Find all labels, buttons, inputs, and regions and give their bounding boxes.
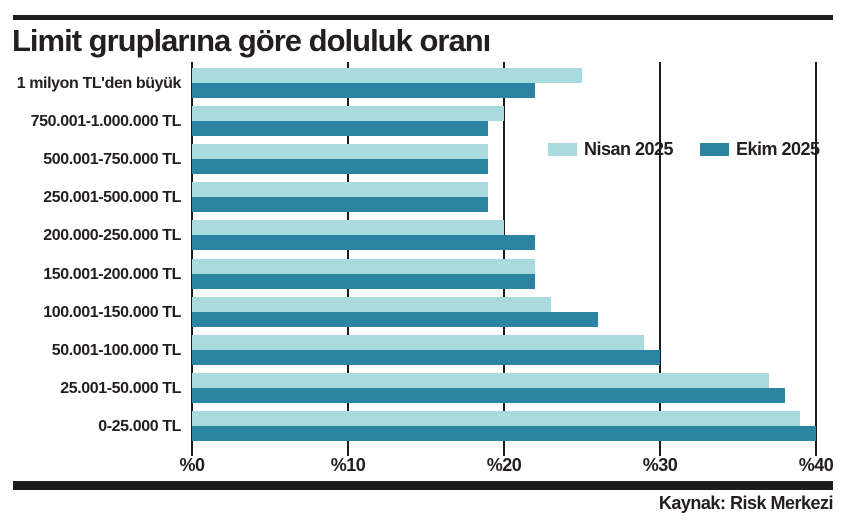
category-label-4: 200.000-250.000 TL xyxy=(43,227,181,245)
bar-ekim-0 xyxy=(192,83,536,98)
gridline-pct30 xyxy=(659,62,661,456)
bar-nisan-9 xyxy=(192,410,801,426)
category-label-3: 250.001-500.000 TL xyxy=(43,189,181,207)
legend-item-ekim: Ekim 2025 xyxy=(700,139,820,160)
x-tick-label-3: %30 xyxy=(642,455,678,475)
chart-title: Limit gruplarına göre doluluk oranı xyxy=(12,23,491,58)
bar-row-1: 750.001-1.000.000 TL xyxy=(31,106,816,137)
category-label-9: 0-25.000 TL xyxy=(98,417,181,435)
category-label-6: 100.001-150.000 TL xyxy=(43,303,181,321)
bar-ekim-6 xyxy=(192,311,598,327)
category-label-0: 1 milyon TL'den büyük xyxy=(16,75,182,92)
bar-ekim-8 xyxy=(192,387,785,403)
bar-nisan-6 xyxy=(192,296,551,312)
bar-ekim-3 xyxy=(192,197,489,213)
legend-item-nisan: Nisan 2025 xyxy=(548,139,674,160)
bar-row-0: 1 milyon TL'den büyük xyxy=(17,68,816,98)
bar-row-9: 0-25.000 TL xyxy=(98,410,816,441)
bar-ekim-9 xyxy=(192,425,816,441)
x-tick-label-1: %10 xyxy=(330,455,366,475)
category-label-1: 750.001-1.000.000 TL xyxy=(30,113,182,131)
bar-nisan-8 xyxy=(192,372,770,388)
category-label-8: 25.001-50.000 TL xyxy=(60,379,181,397)
x-tick-label-0: %0 xyxy=(179,455,205,475)
bar-nisan-4 xyxy=(192,220,504,236)
source-credit: Kaynak: Risk Merkezi xyxy=(658,493,834,513)
bar-ekim-1 xyxy=(192,121,489,137)
bar-row-8: 25.001-50.000 TL xyxy=(60,372,816,403)
bar-nisan-0 xyxy=(192,68,582,83)
category-label-5: 150.001-200.000 TL xyxy=(43,265,181,283)
x-tick-label-2: %20 xyxy=(486,455,522,475)
gridline-pct40 xyxy=(815,62,817,456)
plot-area: 1 milyon TL'den büyük 750.001-1.000.000 T… xyxy=(17,62,834,475)
bar-row-3: 250.001-500.000 TL xyxy=(43,182,816,213)
bar-nisan-1 xyxy=(192,106,504,122)
x-tick-label-4: %40 xyxy=(798,455,834,475)
bar-nisan-7 xyxy=(192,334,645,350)
bar-ekim-5 xyxy=(192,273,536,289)
bar-rows: 1 milyon TL'den büyük 750.001-1.000.000 T… xyxy=(17,68,816,441)
category-label-2: 500.001-750.000 TL xyxy=(43,151,181,169)
bar-row-7: 50.001-100.000 TL xyxy=(52,334,816,365)
bar-nisan-5 xyxy=(192,258,536,274)
bar-ekim-4 xyxy=(192,235,536,251)
top-rule xyxy=(13,15,833,20)
x-axis-tick-labels: %0 %10 %20 %30 %40 xyxy=(179,455,833,476)
category-label-7: 50.001-100.000 TL xyxy=(51,341,182,359)
bar-ekim-2 xyxy=(192,159,489,175)
legend-swatch-ekim xyxy=(700,143,729,156)
legend-swatch-nisan xyxy=(548,143,577,156)
bar-row-5: 150.001-200.000 TL xyxy=(43,258,816,289)
bar-row-6: 100.001-150.000 TL xyxy=(43,296,816,327)
bottom-rule xyxy=(13,481,833,490)
bar-row-4: 200.000-250.000 TL xyxy=(43,220,816,251)
bar-nisan-2 xyxy=(192,144,489,160)
legend-label-nisan: Nisan 2025 xyxy=(584,139,674,159)
bar-nisan-3 xyxy=(192,182,489,198)
bar-ekim-7 xyxy=(192,349,660,365)
bar-row-2: 500.001-750.000 TL xyxy=(43,144,816,175)
legend-label-ekim: Ekim 2025 xyxy=(736,139,820,159)
